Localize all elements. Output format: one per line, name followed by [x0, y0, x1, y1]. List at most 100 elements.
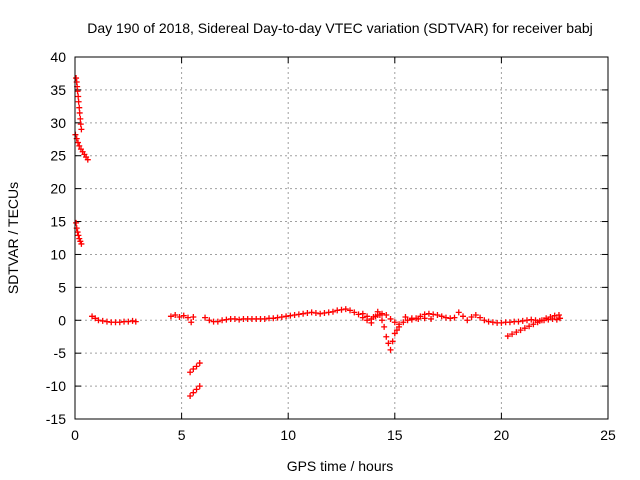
data-point [523, 317, 530, 324]
data-point [515, 318, 522, 325]
data-point [78, 240, 85, 247]
data-point [312, 310, 319, 317]
data-point [76, 109, 83, 116]
data-point [477, 314, 484, 321]
y-tick-label: -10 [46, 378, 66, 394]
data-point [385, 340, 392, 347]
data-point [383, 312, 390, 319]
data-point [334, 307, 341, 314]
data-point [391, 319, 398, 326]
data-point [489, 319, 496, 326]
grid-lines [75, 57, 608, 419]
data-point [84, 156, 91, 163]
data-point [485, 318, 492, 325]
data-point [278, 313, 285, 320]
data-point [347, 307, 354, 314]
data-point [526, 323, 533, 330]
data-point [381, 323, 388, 330]
data-point [521, 325, 528, 332]
data-point [317, 310, 324, 317]
data-point [460, 313, 467, 320]
y-tick-label: 15 [50, 214, 66, 230]
data-point [190, 313, 197, 320]
y-tick-label: -5 [54, 345, 67, 361]
data-point [329, 308, 336, 315]
data-point [351, 309, 358, 316]
data-point [451, 314, 458, 321]
y-tick-label: 25 [50, 148, 66, 164]
data-point [415, 315, 422, 322]
data-point [176, 313, 183, 320]
y-tick-label: 30 [50, 115, 66, 131]
y-axis-label: SDTVAR / TECUs [5, 182, 21, 294]
data-point [76, 142, 83, 149]
data-point [125, 318, 132, 325]
x-tick-label: 15 [387, 427, 403, 443]
y-tick-label: 20 [50, 181, 66, 197]
data-point [75, 98, 82, 105]
data-point [430, 311, 437, 318]
data-point [190, 365, 197, 372]
data-point [379, 317, 386, 324]
data-point [421, 315, 428, 322]
data-point [172, 312, 179, 319]
data-point [428, 315, 435, 322]
data-point [270, 315, 277, 322]
data-point [402, 313, 409, 320]
y-tick-labels: -15 -10 -5 0 5 10 15 20 25 30 35 40 [46, 49, 66, 427]
data-point [274, 314, 281, 321]
data-point [236, 316, 243, 323]
data-point [442, 314, 449, 321]
y-tick-label: 35 [50, 82, 66, 98]
data-point [355, 311, 362, 318]
data-point [513, 329, 520, 336]
data-point [517, 327, 524, 334]
data-point [206, 317, 213, 324]
data-point [391, 330, 398, 337]
data-point [498, 319, 505, 326]
x-tick-label: 20 [494, 427, 510, 443]
data-point [447, 315, 454, 322]
data-point [553, 316, 560, 323]
data-point [190, 389, 197, 396]
data-point [509, 331, 516, 338]
data-point [77, 115, 84, 122]
data-point [291, 312, 298, 319]
data-point [557, 315, 564, 322]
data-point [400, 319, 407, 326]
y-tick-label: 10 [50, 246, 66, 262]
data-point [132, 318, 139, 325]
x-tick-label: 10 [280, 427, 296, 443]
data-point [193, 363, 200, 370]
chart-title: Day 190 of 2018, Sidereal Day-to-day VTE… [87, 20, 593, 36]
data-point [167, 313, 174, 320]
data-point [261, 315, 268, 322]
data-point [196, 383, 203, 390]
data-points [72, 75, 564, 399]
data-point [187, 392, 194, 399]
data-point [188, 319, 195, 326]
data-point [223, 316, 230, 323]
data-point [196, 360, 203, 367]
data-point [379, 310, 386, 317]
data-point [74, 139, 81, 146]
data-point [193, 386, 200, 393]
data-point [438, 313, 445, 320]
data-point [74, 229, 81, 236]
data-point [77, 121, 84, 128]
x-tick-label: 0 [71, 427, 79, 443]
data-point [92, 315, 99, 322]
data-point [408, 315, 415, 322]
data-point [99, 317, 106, 324]
y-tick-label: 40 [50, 49, 66, 65]
data-point [464, 317, 471, 324]
data-point [543, 315, 550, 322]
data-point [283, 313, 290, 320]
data-point [338, 306, 345, 313]
data-point [184, 314, 191, 321]
data-point [103, 318, 110, 325]
y-tick-label: 0 [58, 312, 66, 328]
data-point [89, 313, 96, 320]
x-tick-label: 25 [600, 427, 616, 443]
data-point [304, 310, 311, 317]
